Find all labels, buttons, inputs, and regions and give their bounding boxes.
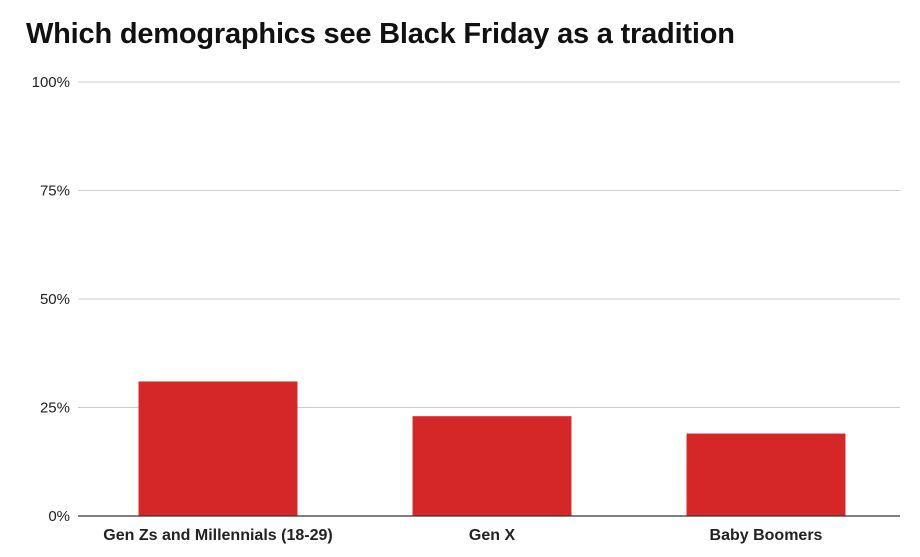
x-category-label: Gen X bbox=[469, 527, 516, 544]
x-category-label: Gen Zs and Millennials (18-29) bbox=[103, 527, 332, 544]
gridlines bbox=[78, 81, 900, 408]
bar bbox=[138, 381, 298, 516]
y-axis-ticks: 0% 25% 50% 75% 100% bbox=[32, 74, 70, 525]
y-tick-label: 100% bbox=[32, 74, 70, 91]
y-tick-label: 0% bbox=[48, 508, 70, 525]
bar bbox=[412, 416, 572, 516]
chart-title: Which demographics see Black Friday as a… bbox=[26, 18, 735, 50]
bar bbox=[686, 433, 846, 516]
x-axis-categories: Gen Zs and Millennials (18-29) Gen X Baby … bbox=[103, 527, 822, 544]
y-tick-label: 25% bbox=[40, 400, 70, 417]
x-category-label: Baby Boomers bbox=[710, 527, 823, 544]
bars bbox=[138, 381, 846, 516]
y-tick-label: 75% bbox=[40, 183, 70, 200]
y-tick-label: 50% bbox=[40, 291, 70, 308]
